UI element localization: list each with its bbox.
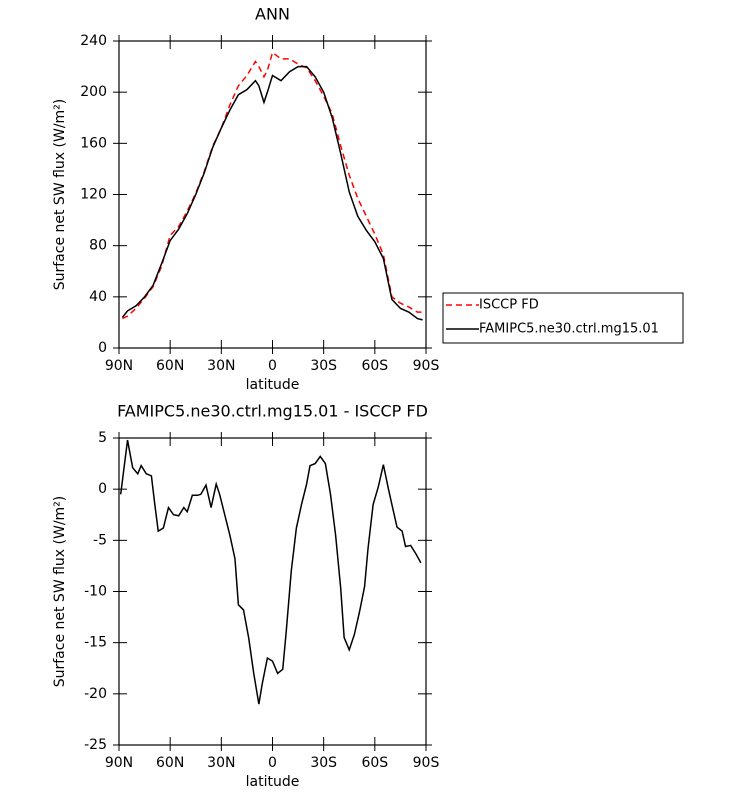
x-tick-label: 0: [268, 358, 277, 374]
data-line: [122, 51, 423, 320]
y-tick-label: -10: [84, 584, 107, 600]
x-axis-label: latitude: [246, 377, 300, 393]
plot-frame: [118, 40, 427, 349]
y-tick-label: 160: [80, 135, 107, 151]
y-tick-label: 40: [89, 289, 107, 305]
data-line: [121, 65, 423, 321]
plot-frame: [118, 437, 427, 746]
x-tick-label: 30N: [207, 358, 235, 374]
y-tick-label: 0: [98, 340, 107, 356]
y-tick-label: -5: [93, 532, 107, 548]
x-tick-label: 90S: [413, 358, 440, 374]
x-tick-label: 30S: [310, 358, 337, 374]
y-axis-label: Surface net SW flux (W/m²): [52, 99, 68, 291]
x-tick-label: 30S: [310, 755, 337, 771]
chart-title: ANN: [255, 5, 290, 24]
y-tick-label: -15: [84, 635, 107, 651]
legend-label: FAMIPC5.ne30.ctrl.mg15.01: [479, 322, 659, 337]
x-tick-label: 90N: [105, 755, 133, 771]
y-tick-label: 0: [98, 481, 107, 497]
y-tick-label: 120: [80, 187, 107, 203]
y-tick-label: 200: [80, 84, 107, 100]
legend-box: [442, 292, 684, 344]
chart-title: FAMIPC5.ne30.ctrl.mg15.01 - ISCCP FD: [117, 402, 428, 421]
x-tick-label: 60N: [156, 358, 184, 374]
x-tick-label: 60S: [361, 358, 388, 374]
legend-label: ISCCP FD: [479, 298, 539, 313]
x-tick-label: 0: [268, 755, 277, 771]
y-tick-label: 5: [98, 430, 107, 446]
y-tick-label: 80: [89, 238, 107, 254]
x-tick-label: 90N: [105, 358, 133, 374]
y-tick-label: -25: [84, 737, 107, 753]
y-tick-label: -20: [84, 686, 107, 702]
data-line: [119, 439, 422, 705]
y-tick-label: 240: [80, 33, 107, 49]
y-axis-label: Surface net SW flux (W/m²): [52, 496, 68, 688]
x-tick-label: 60N: [156, 755, 184, 771]
x-tick-label: 90S: [413, 755, 440, 771]
x-axis-label: latitude: [246, 774, 300, 790]
x-tick-label: 60S: [361, 755, 388, 771]
x-tick-label: 30N: [207, 755, 235, 771]
